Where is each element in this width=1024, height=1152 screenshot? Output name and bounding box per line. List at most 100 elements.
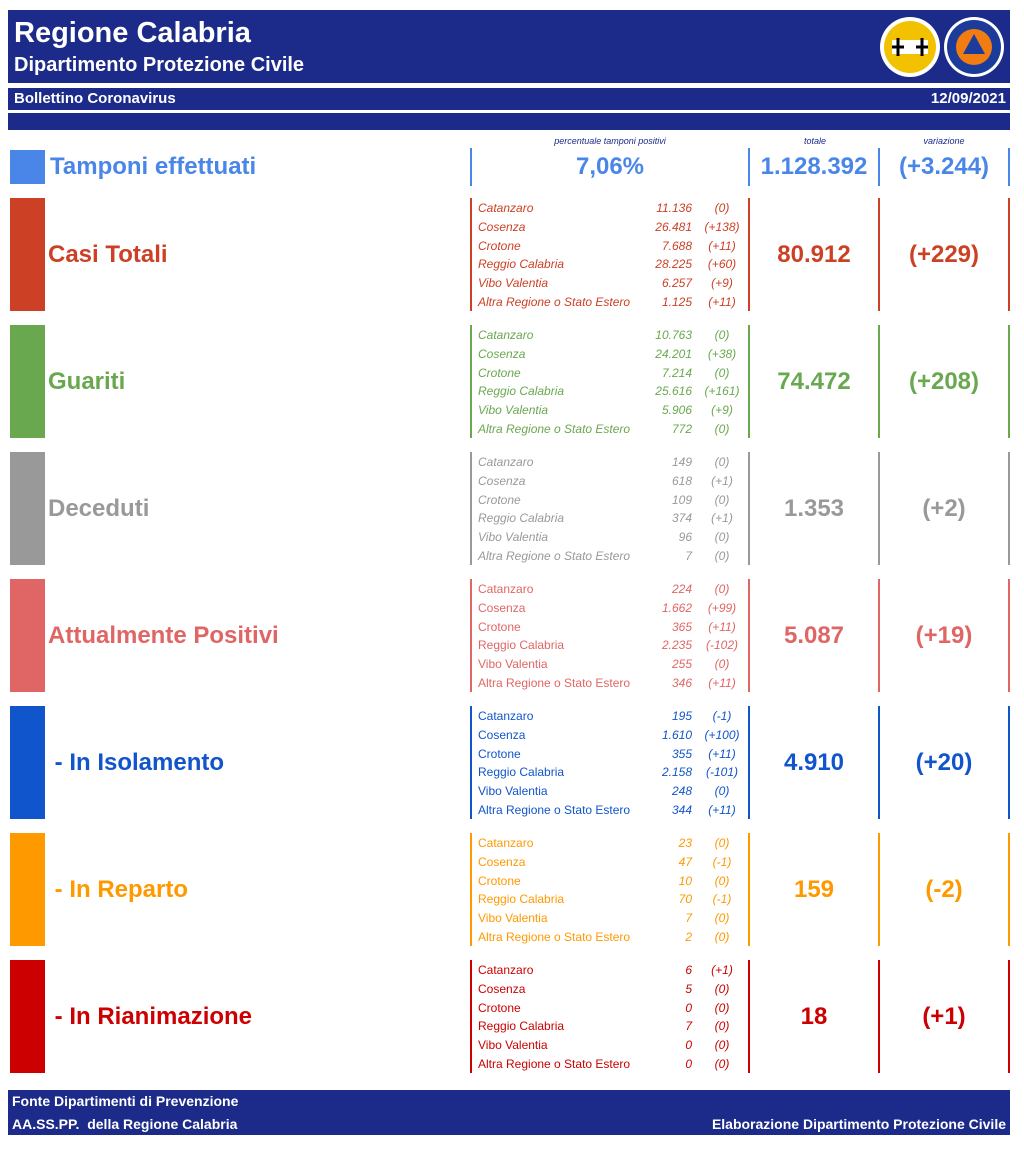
section-swatch — [10, 452, 45, 565]
section-variation: (+229) — [908, 241, 980, 268]
province-variation: (+60) — [707, 257, 737, 272]
pct: 7,06% — [575, 153, 645, 180]
province-value: 374 — [671, 511, 692, 526]
section-swatch — [10, 198, 45, 311]
province-variation: (0) — [714, 657, 730, 672]
footer-asp: AA.SS.PP. della Regione Calabria — [12, 1116, 238, 1132]
section-variation: (+19) — [915, 622, 973, 649]
footer-bar — [8, 1090, 1010, 1135]
divider — [878, 452, 880, 565]
province: Vibo Valentia — [478, 1038, 548, 1053]
province-value: 224 — [671, 582, 692, 596]
province: Reggio Calabria — [478, 511, 565, 526]
province-value: 2.158 — [661, 765, 692, 780]
divider — [1008, 148, 1010, 186]
province: Crotone — [478, 873, 521, 888]
province-variation: (0) — [714, 328, 730, 342]
divider — [470, 148, 472, 186]
province-variation: (+138) — [704, 219, 740, 234]
province-variation: (0) — [714, 930, 730, 944]
province-variation: (-102) — [705, 638, 738, 653]
section-label: - In Rianimazione — [48, 1003, 253, 1030]
divider — [878, 579, 880, 692]
divider — [470, 706, 472, 819]
province-value: 6 — [685, 963, 692, 977]
province: Reggio Calabria — [478, 384, 565, 399]
province-variation: (+11) — [708, 803, 736, 817]
province: Altra Regione o Stato Estero — [478, 803, 631, 817]
province: Crotone — [478, 619, 521, 634]
province-value: 1.125 — [661, 295, 692, 309]
divider — [470, 198, 472, 311]
province-value: 0 — [685, 1000, 692, 1015]
section-total: 5.087 — [783, 622, 845, 649]
footer-source: Fonte Dipartimenti di Prevenzione — [12, 1093, 239, 1109]
province-value: 0 — [685, 1057, 692, 1071]
section-total: 18 — [800, 1003, 828, 1030]
province-value: 10.763 — [655, 328, 692, 342]
logo-crosses — [892, 40, 928, 54]
province-variation: (0) — [714, 1019, 730, 1034]
province-variation: (0) — [714, 455, 730, 469]
province-value: 346 — [671, 676, 692, 690]
section-swatch — [10, 960, 45, 1073]
province-value: 70 — [678, 892, 692, 907]
province-value: 355 — [671, 746, 692, 761]
province-variation: (+38) — [707, 346, 737, 361]
section-total: 1.353 — [783, 495, 845, 522]
divider — [470, 325, 472, 438]
province: Cosenza — [478, 727, 526, 742]
province-value: 96 — [678, 530, 692, 545]
divider — [748, 579, 750, 692]
divider — [470, 960, 472, 1073]
province: Vibo Valentia — [478, 403, 549, 418]
province-value: 11.136 — [656, 201, 692, 215]
province-variation: (0) — [714, 1057, 730, 1071]
province: Crotone — [478, 492, 521, 507]
divider — [1008, 325, 1010, 438]
province-value: 7.214 — [661, 365, 692, 380]
section-variation: (+2) — [922, 495, 966, 522]
province-variation: (0) — [714, 981, 730, 996]
divider — [878, 833, 880, 946]
divider — [748, 198, 750, 311]
province-variation: (-101) — [705, 765, 738, 780]
province: Crotone — [478, 238, 521, 253]
province-variation: (-1) — [712, 854, 732, 869]
province-value: 26.481 — [655, 219, 692, 234]
divider — [748, 706, 750, 819]
variation: (+3.244) — [898, 153, 990, 180]
section-variation: (+20) — [915, 749, 973, 776]
section-total: 74.472 — [777, 368, 851, 395]
province: Cosenza — [478, 219, 526, 234]
province: Reggio Calabria — [478, 1019, 565, 1034]
subtitle: Dipartimento Protezione Civile — [14, 54, 305, 76]
section-total: 80.912 — [777, 241, 851, 268]
tamponi-label: Tamponi effettuati — [50, 153, 257, 180]
province-value: 1.610 — [661, 727, 692, 742]
province: Crotone — [478, 365, 521, 380]
province: Catanzaro — [478, 709, 534, 723]
divider — [470, 833, 472, 946]
province: Altra Regione o Stato Estero — [478, 930, 631, 944]
divider — [878, 325, 880, 438]
divider — [878, 148, 880, 186]
province: Altra Regione o Stato Estero — [478, 676, 631, 690]
province-value: 195 — [671, 709, 692, 723]
province-variation: (0) — [714, 873, 730, 888]
province-variation: (+9) — [711, 276, 733, 291]
divider — [748, 325, 750, 438]
province-variation: (0) — [714, 582, 730, 596]
spacer-bar — [8, 113, 1010, 130]
section-swatch — [10, 833, 45, 946]
province-variation: (+161) — [704, 384, 740, 399]
divider — [748, 452, 750, 565]
title: Regione Calabria — [14, 17, 251, 49]
province: Catanzaro — [478, 836, 534, 850]
province-value: 23 — [678, 836, 692, 850]
province-variation: (+9) — [711, 403, 733, 418]
province-value: 7 — [685, 549, 692, 563]
province-value: 255 — [671, 657, 692, 672]
province-value: 344 — [671, 803, 692, 817]
logo-pc-triangle — [963, 34, 985, 54]
